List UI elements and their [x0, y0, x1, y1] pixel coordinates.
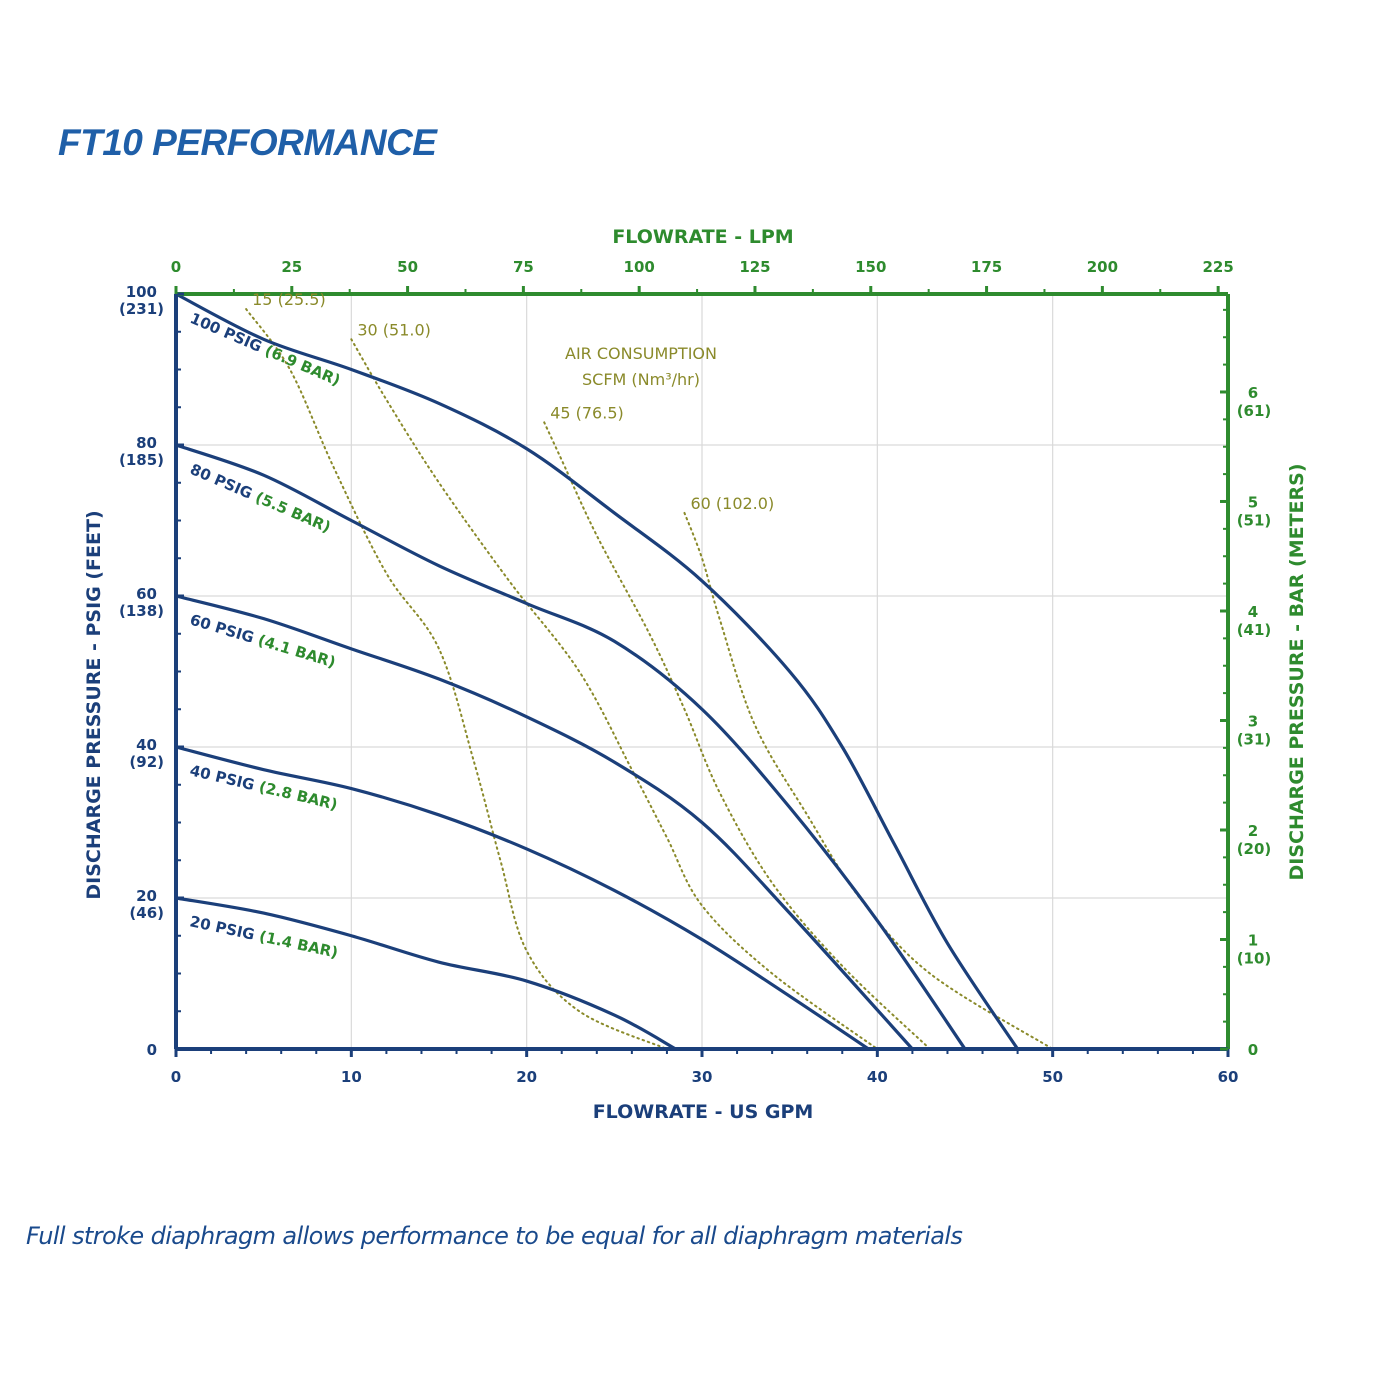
y-right-tick-label: 2 [1248, 822, 1258, 840]
x-top-tick-label: 175 [971, 258, 1002, 276]
pressure-curve-label: 100 PSIG (6.9 BAR) [187, 309, 343, 389]
y-tick-label: 40 [136, 736, 157, 754]
air-consumption-label: 60 (102.0) [690, 494, 774, 513]
x-top-tick-label: 50 [397, 258, 418, 276]
pressure-curve [174, 292, 1020, 1051]
curve-label-bar: (5.5 BAR) [253, 488, 334, 536]
x-tick-label: 10 [341, 1068, 362, 1086]
air-consumption-curve [683, 511, 1054, 1050]
curve-label-psig: 80 PSIG [187, 460, 259, 505]
air-consumption-curves [245, 308, 1054, 1050]
y-right-tick-sublabel: (10) [1237, 949, 1272, 967]
y-tick-label: 60 [136, 585, 157, 603]
air-consumption-label: 45 (76.5) [550, 403, 624, 422]
page-title: FT10 PERFORMANCE [58, 122, 437, 163]
curve-label-psig: 20 PSIG [188, 912, 261, 945]
grid-lines [176, 294, 1228, 1049]
y-right-tick-sublabel: (41) [1237, 621, 1272, 639]
pressure-curve [174, 443, 967, 1051]
y-right-tick-sublabel: (20) [1237, 840, 1272, 858]
x-axis-title-bottom: FLOWRATE - US GPM [593, 1101, 814, 1123]
pressure-curve [174, 896, 678, 1051]
air-consumption-units: SCFM (Nm³/hr) [582, 370, 700, 389]
footnote: Full stroke diaphragm allows performance… [26, 1222, 963, 1250]
x-top-tick-label: 25 [281, 258, 302, 276]
y-right-tick-label: 5 [1248, 493, 1258, 511]
x-top-tick-label: 200 [1087, 258, 1118, 276]
x-tick-label: 20 [516, 1068, 537, 1086]
x-tick-label: 60 [1218, 1068, 1239, 1086]
air-consumption-title: AIR CONSUMPTION [565, 344, 717, 363]
y-right-tick-label: 0 [1248, 1041, 1258, 1059]
y-right-tick-label: 6 [1248, 384, 1258, 402]
y-tick-label: 80 [136, 434, 157, 452]
x-top-tick-label: 150 [855, 258, 886, 276]
air-consumption-curve [543, 421, 931, 1050]
x-tick-label: 0 [171, 1068, 181, 1086]
x-top-tick-label: 75 [513, 258, 534, 276]
y-axis-title-right: DISCHARGE PRESSURE - BAR (METERS) [1286, 463, 1308, 880]
y-tick-sublabel: (231) [119, 300, 164, 318]
y-tick-sublabel: (185) [119, 451, 164, 469]
x-top-tick-label: 100 [624, 258, 655, 276]
x-tick-label: 40 [867, 1068, 888, 1086]
pressure-curves [174, 292, 1020, 1051]
curve-label-psig: 100 PSIG [187, 309, 269, 358]
x-tick-label: 50 [1042, 1068, 1063, 1086]
air-consumption-label: 30 (51.0) [357, 320, 431, 339]
y-right-tick-sublabel: (61) [1237, 402, 1272, 420]
y-right-tick-label: 1 [1248, 931, 1258, 949]
air-consumption-curve [350, 338, 879, 1050]
y-tick-label: 20 [136, 887, 157, 905]
pressure-curve [174, 594, 914, 1051]
air-consumption-curve [245, 308, 668, 1050]
x-tick-label: 30 [692, 1068, 713, 1086]
air-consumption-label: 15 (25.5) [252, 290, 326, 309]
x-top-tick-label: 0 [171, 258, 181, 276]
y-tick-sublabel: (46) [129, 904, 164, 922]
axes [174, 286, 1230, 1057]
x-top-tick-label: 225 [1203, 258, 1234, 276]
y-tick-sublabel: (138) [119, 602, 164, 620]
curve-label-bar: (6.9 BAR) [262, 341, 343, 389]
y-right-tick-sublabel: (51) [1237, 511, 1272, 529]
y-tick-sublabel: (92) [129, 753, 164, 771]
curve-label-bar: (1.4 BAR) [258, 927, 340, 961]
x-top-tick-label: 125 [739, 258, 770, 276]
pressure-curve-label: 20 PSIG (1.4 BAR) [188, 912, 340, 961]
curve-labels: 15 (25.5) 30 (51.0) 45 (76.5) 60 (102.0) 100… [187, 290, 774, 962]
y-tick-label: 100 [126, 283, 157, 301]
x-axis-title-top: FLOWRATE - LPM [612, 226, 793, 248]
pressure-curve [174, 745, 871, 1051]
y-axis-title-left: DISCHARGE PRESSURE - PSIG (FEET) [83, 510, 105, 899]
y-right-tick-sublabel: (31) [1237, 730, 1272, 748]
y-tick-label: 0 [147, 1041, 157, 1059]
y-right-tick-label: 3 [1248, 712, 1258, 730]
curve-label-bar: (4.1 BAR) [256, 631, 338, 671]
tick-labels: 0 10 20 30 40 50 600 25 50 75 100 125 150 175 200 22502… [119, 258, 1271, 1086]
y-right-tick-label: 4 [1248, 603, 1258, 621]
